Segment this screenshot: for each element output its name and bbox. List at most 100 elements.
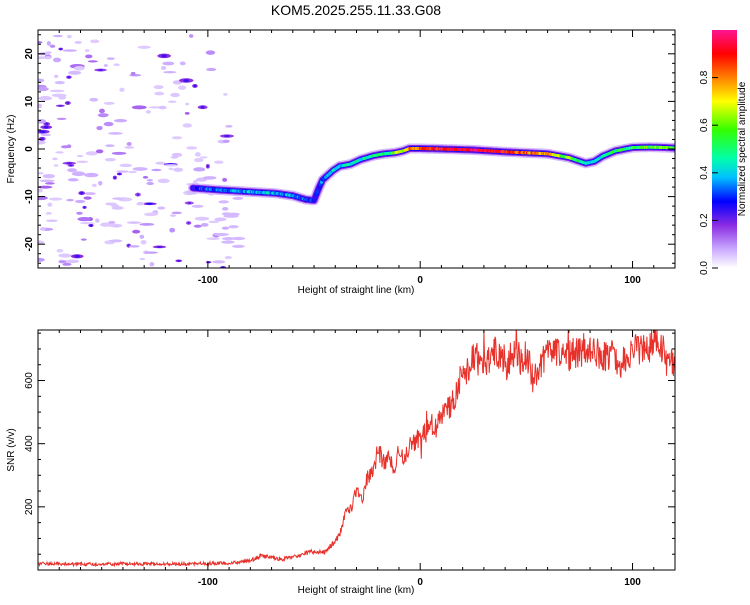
noise-blob-core [161,54,166,57]
noise-blob [47,203,52,207]
noise-blob-core [80,192,83,195]
noise-blob [72,171,85,176]
noise-blob [186,146,197,149]
noise-blob-core [84,206,86,208]
noise-blob [58,95,66,99]
noise-blob [86,151,98,155]
noise-blob [112,152,127,155]
noise-blob [77,217,91,221]
noise-blob-core [68,76,70,78]
noise-blob [47,41,51,46]
noise-blob [127,142,132,146]
y-tick-label: -10 [24,189,35,204]
noise-blob [92,184,97,187]
noise-blob [49,197,62,200]
snr-plot [38,324,675,566]
snr-frame [38,330,675,570]
noise-blob [104,64,108,67]
noise-blob [109,239,122,242]
noise-blob [67,168,77,172]
noise-blob [221,241,234,244]
noise-blob [53,35,63,37]
noise-blob [66,199,74,201]
noise-blob [222,227,229,230]
noise-blob-core [194,85,196,88]
noise-blob [206,50,215,54]
noise-blob [84,192,96,195]
noise-blob [67,35,72,38]
noise-blob [194,225,202,228]
noise-blob [132,105,147,109]
noise-blob [57,249,64,253]
noise-blob [68,178,79,181]
noise-blob [45,51,51,54]
colorbar-tick-label: 0.0 [699,261,710,275]
noise-blob [144,251,158,253]
noise-blob [206,68,216,71]
noise-blob [62,263,71,266]
noise-blob [222,212,232,215]
noise-blob [46,219,58,222]
noise-blob [195,152,201,157]
noise-blob [84,173,98,177]
noise-blob [114,225,120,227]
noise-blob [114,119,127,122]
spectrogram-noise [32,34,245,269]
noise-blob-core [98,69,103,71]
noise-blob-core [177,260,180,262]
noise-blob [136,202,144,206]
noise-blob [140,258,145,260]
noise-blob-core [118,173,120,175]
noise-blob-core [157,246,162,248]
noise-blob [74,66,85,71]
noise-blob [54,75,58,78]
noise-blob-core [183,79,189,82]
noise-blob [58,254,71,258]
noise-blob [228,225,238,228]
noise-blob [178,85,186,90]
noise-blob [85,49,90,52]
noise-blob [40,179,55,182]
noise-blob [38,96,52,101]
noise-blob [108,132,123,135]
noise-blob-core [75,255,80,258]
noise-blob-core [90,224,92,226]
noise-blob-core [201,106,205,109]
noise-blob [57,118,67,120]
colorbar-tick-label: 0.2 [699,213,710,227]
x-tick-label: -100 [198,275,218,286]
noise-blob [50,90,65,93]
noise-blob [214,217,226,221]
noise-blob [105,144,114,147]
noise-blob [90,39,99,43]
noise-blob [185,112,190,115]
noise-blob [143,176,148,179]
noise-blob [154,85,164,89]
noise-blob [232,245,245,248]
x-tick-label: -100 [198,577,218,588]
noise-blob [192,205,204,208]
noise-blob [40,227,46,231]
noise-blob [63,49,77,51]
noise-blob [98,181,102,186]
noise-blob [55,81,65,84]
noise-blob [164,164,178,166]
x-tick-label: 100 [624,577,641,588]
noise-blob [53,58,61,63]
noise-blob [158,106,166,110]
colorbar-label: Normalized spectral amplitude [737,81,748,216]
noise-blob [225,125,232,128]
noise-blob-core [67,102,69,105]
y-tick-label: 20 [24,48,35,60]
noise-blob [195,217,209,221]
noise-blob [81,238,87,240]
noise-blob [222,207,229,211]
noise-blob [222,178,227,182]
noise-blob [50,45,55,48]
noise-blob-core [41,137,44,140]
noise-blob [84,196,92,199]
noise-blob-core [147,203,153,205]
noise-blob-core [187,202,191,204]
noise-blob [214,161,224,164]
